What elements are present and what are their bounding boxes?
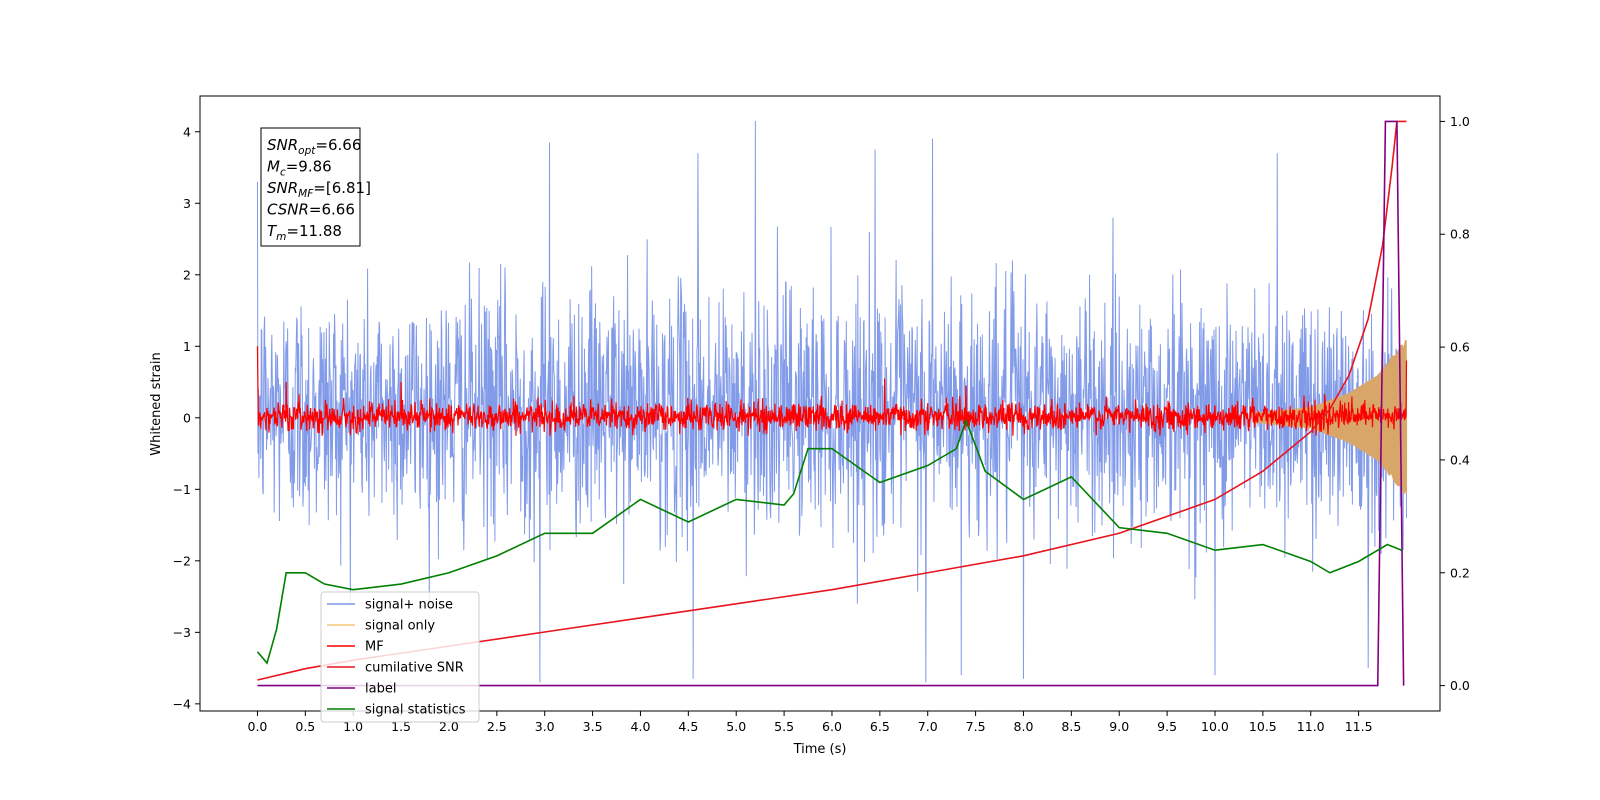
plot-frame (199, 95, 1441, 712)
x-tick-label: 8.5 (1061, 719, 1081, 734)
y2-tick-label: 0.0 (1450, 678, 1470, 693)
info-line: SNRMF=[6.81] (267, 179, 371, 200)
plot-area (256, 120, 1408, 687)
x-tick-label: 5.0 (726, 719, 746, 734)
x-tick-label: 0.5 (295, 719, 315, 734)
x-tick-label: 6.0 (822, 719, 842, 734)
x-tick-label: 11.0 (1297, 719, 1325, 734)
x-tick-label: 3.5 (583, 719, 603, 734)
x-tick-label: 4.5 (678, 719, 698, 734)
x-tick-label: 6.5 (870, 719, 890, 734)
legend-item-label: signal statistics (365, 703, 466, 718)
info-line: SNRopt=6.66 (267, 136, 361, 157)
legend-item-label: signal only (365, 619, 435, 634)
y2-tick-label: 0.4 (1450, 452, 1470, 467)
y-tick-label: −2 (173, 553, 191, 568)
x-tick-label: 7.5 (966, 719, 986, 734)
x-tick-label: 11.5 (1345, 719, 1373, 734)
x-tick-label: 2.0 (439, 719, 459, 734)
x-tick-label: 0.0 (248, 719, 268, 734)
x-tick-label: 9.5 (1157, 719, 1177, 734)
x-tick-label: 3.0 (535, 719, 555, 734)
y-tick-label: −4 (173, 696, 191, 711)
y-axis-label: Whitened strain (149, 352, 164, 455)
y-tick-label: 2 (183, 267, 191, 282)
y2-tick-label: 0.6 (1450, 340, 1470, 355)
info-box-frame (260, 127, 361, 247)
x-tick-label: 7.0 (918, 719, 938, 734)
info-line: CSNR=6.66 (267, 201, 355, 219)
y-tick-label: 1 (183, 339, 191, 354)
y-tick-label: −3 (173, 625, 191, 640)
x-tick-label: 10.0 (1201, 719, 1229, 734)
series-mf (256, 346, 1408, 436)
legend-item-label: signal+ noise (365, 598, 453, 613)
legend-item-label: MF (365, 640, 384, 655)
x-axis-label: Time (s) (793, 742, 847, 757)
y-axis-left: −4 −3 −2 −1 0 1 2 3 4 (173, 124, 200, 711)
y2-tick-label: 0.2 (1450, 565, 1470, 580)
series-signal-statistics (256, 418, 1402, 665)
x-tick-label: 1.0 (343, 719, 363, 734)
x-tick-label: 9.0 (1109, 719, 1129, 734)
x-tick-label: 10.5 (1249, 719, 1277, 734)
y-tick-label: 3 (183, 196, 191, 211)
y-axis-right: 0.0 0.2 0.4 0.6 0.8 1.0 (1440, 114, 1470, 693)
x-tick-label: 8.0 (1014, 719, 1034, 734)
legend: signal+ noise signal only MF cumilative SNR… (320, 591, 480, 723)
info-line: Mc=9.86 (267, 158, 332, 179)
y2-tick-label: 0.8 (1450, 227, 1470, 242)
x-axis: 0.0 0.5 1.0 1.5 2.0 2.5 3.0 3.5 4.0 4.5 5.0 5.5 6.0 6… (248, 711, 1373, 734)
info-line: Tm=11.88 (267, 222, 342, 243)
y-tick-label: −1 (173, 482, 191, 497)
series-cumulative-snr (257, 120, 1407, 681)
x-tick-label: 2.5 (487, 719, 507, 734)
x-tick-label: 1.5 (391, 719, 411, 734)
y-tick-label: 4 (183, 124, 191, 139)
series-signal-noise (256, 121, 1407, 683)
legend-item-label: label (365, 682, 396, 697)
y-tick-label: 0 (183, 410, 191, 425)
x-tick-label: 4.0 (631, 719, 651, 734)
legend-frame (320, 591, 480, 723)
series-label (257, 120, 1405, 687)
x-tick-label: 5.5 (774, 719, 794, 734)
legend-item-label: cumilative SNR (365, 661, 464, 676)
y2-tick-label: 1.0 (1450, 114, 1470, 129)
